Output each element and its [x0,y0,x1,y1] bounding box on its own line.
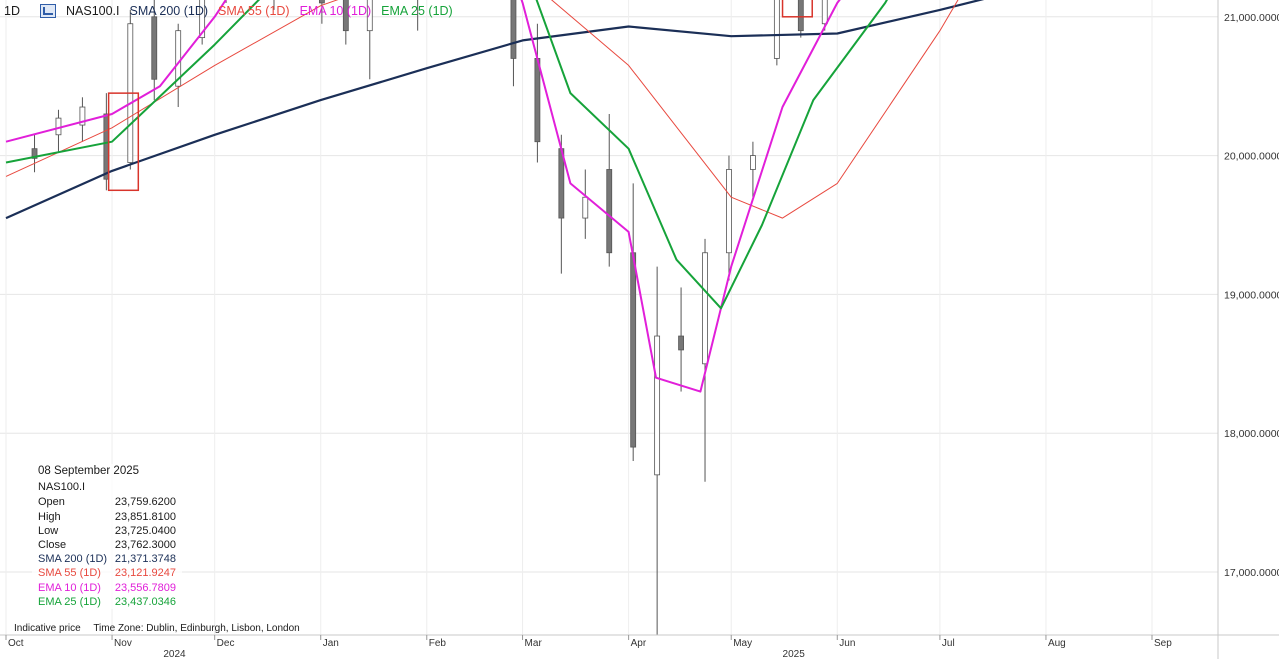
series-line [5,0,985,220]
y-tick-label: 18,000.0000 [1224,428,1279,440]
series-line [5,0,959,219]
candle-body [630,252,637,448]
x-tick-label: Mar [525,638,543,649]
x-tick-label: May [733,638,752,649]
info-symbol: NAS100.I [38,481,86,494]
candle-body [55,117,62,136]
info-row-low: Low 23,725.0400 [38,524,176,537]
candle-body [726,169,732,254]
x-tick-label: Apr [631,638,647,649]
indicator-label-ema25[interactable]: EMA 25 (1D) [381,4,453,18]
indicator-label-ema10[interactable]: EMA 10 (1D) [299,4,372,18]
y-tick-label: 20,000.0000 [1224,151,1279,163]
timeframe-label[interactable]: 1D [4,4,20,18]
indicator-label-sma55[interactable]: SMA 55 (1D) [218,4,290,18]
candle-body [199,0,206,39]
x-year-label: 2024 [163,649,186,659]
x-tick-label: Oct [8,638,24,649]
chart-footer: Indicative price Time Zone: Dublin, Edin… [14,623,310,634]
candle-body [79,106,86,126]
x-tick-label: Nov [114,638,132,649]
info-date: 08 September 2025 [38,465,140,477]
highlight-box [781,0,813,18]
series-line [5,0,841,393]
candle-body [366,0,373,32]
plot-area [0,0,1218,635]
candle-body [773,0,780,59]
symbol-icon [40,4,56,18]
candle-body [151,16,158,80]
x-tick-label: Jan [323,638,339,649]
info-row-open: Open 23,759.6200 [38,496,176,509]
candle-body [702,252,708,365]
price-type-label: Indicative price [14,623,81,634]
candle-body [534,58,541,143]
x-tick-label: Feb [429,638,447,649]
x-tick-label: Jul [942,638,955,649]
y-tick-label: 21,000.0000 [1224,12,1279,24]
highlight-box [107,92,140,192]
data-window: 08 September 2025 NAS100.I Open 23,759.62… [32,464,182,610]
x-tick-label: Aug [1048,638,1066,649]
candle-body [654,335,661,476]
x-tick-label: Jun [839,638,855,649]
y-tick-label: 17,000.0000 [1224,567,1279,579]
candle-body [31,148,38,159]
candle-body [750,155,756,170]
x-tick-label: Sep [1154,638,1172,649]
info-row-ema10: EMA 10 (1D) 23,556.7809 [38,581,176,594]
chart-header: 1D NAS100.I SMA 200 (1D) SMA 55 (1D) EMA… [0,0,453,22]
series-line [5,0,888,310]
info-row-ema25: EMA 25 (1D) 23,437.0346 [38,595,176,608]
timezone-label[interactable]: Time Zone: Dublin, Edinburgh, Lisbon, Lo… [93,623,300,634]
info-row-sma200: SMA 200 (1D) 21,371.3748 [38,553,176,566]
indicator-label-sma200[interactable]: SMA 200 (1D) [129,4,209,18]
candle-body [678,335,684,351]
candle-body [797,0,804,32]
x-year-label: 2025 [783,649,806,659]
candle-body [582,196,589,219]
candle-body [510,0,517,59]
symbol-label[interactable]: NAS100.I [66,4,120,18]
info-row-close: Close 23,762.3000 [38,539,176,552]
candle-body [342,0,349,32]
x-tick-label: Dec [217,638,235,649]
info-row-high: High 23,851.8100 [38,510,176,523]
info-row-sma55: SMA 55 (1D) 23,121.9247 [38,567,176,580]
candle-body [821,0,828,25]
candle-body [606,169,613,254]
candle-body [318,0,325,4]
y-tick-label: 19,000.0000 [1224,289,1279,301]
